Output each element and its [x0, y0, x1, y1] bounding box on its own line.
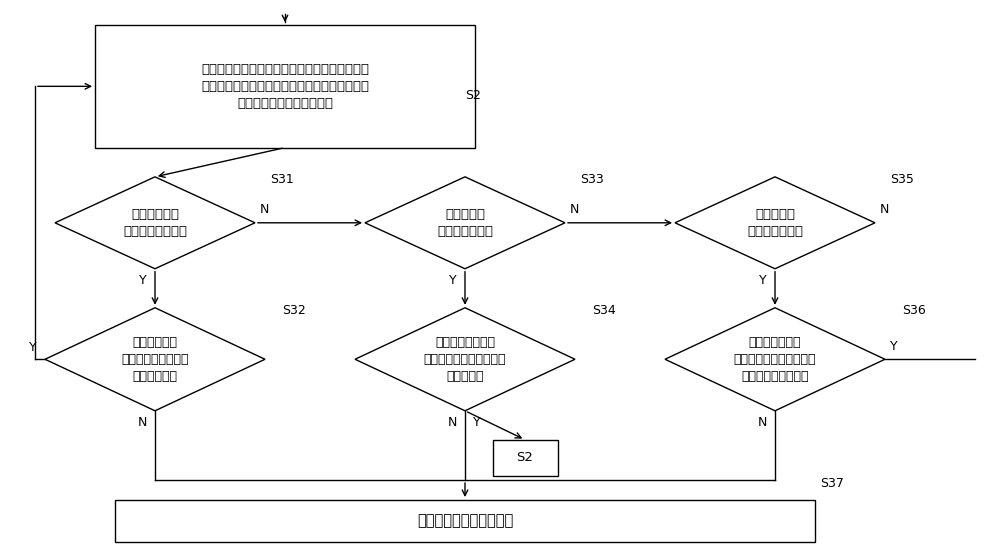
Text: 某一坐标点上
是否标注为深红色: 某一坐标点上 是否标注为深红色 — [123, 208, 187, 238]
Text: 该坐标点下游紧
邻的坐标点上是否标注为
深红色或红色或绿色: 该坐标点下游紧 邻的坐标点上是否标注为 深红色或红色或绿色 — [734, 336, 816, 383]
Text: 该坐标点上
是否标注为红色: 该坐标点上 是否标注为红色 — [437, 208, 493, 238]
Text: Y: Y — [759, 275, 767, 287]
Text: N: N — [758, 417, 767, 429]
Polygon shape — [665, 307, 885, 411]
Text: 该坐标点下游紧邻
的坐标点上是否标注为深
红色或红色: 该坐标点下游紧邻 的坐标点上是否标注为深 红色或红色 — [424, 336, 506, 383]
Text: S37: S37 — [820, 477, 844, 490]
Text: 该坐标点下游
紧邻的坐标点上是否
标注为深红色: 该坐标点下游 紧邻的坐标点上是否 标注为深红色 — [121, 336, 189, 383]
Text: S36: S36 — [902, 304, 926, 316]
Text: S2: S2 — [517, 451, 533, 465]
Text: 该坐标点上
是否标注为黄色: 该坐标点上 是否标注为黄色 — [747, 208, 803, 238]
Text: S33: S33 — [580, 173, 604, 185]
Text: N: N — [448, 417, 457, 429]
Polygon shape — [355, 307, 575, 411]
Text: 确定该坐标点为拥堵源头: 确定该坐标点为拥堵源头 — [417, 514, 513, 528]
Text: S31: S31 — [270, 173, 294, 185]
Text: S2: S2 — [465, 89, 481, 102]
Bar — [115, 500, 815, 541]
Polygon shape — [45, 307, 265, 411]
Polygon shape — [365, 177, 565, 268]
Polygon shape — [55, 177, 255, 268]
Text: Y: Y — [890, 340, 898, 353]
Text: S34: S34 — [592, 304, 616, 316]
Polygon shape — [675, 177, 875, 268]
Text: N: N — [880, 203, 889, 216]
Bar — [493, 440, 558, 476]
Text: S32: S32 — [282, 304, 306, 316]
Text: Y: Y — [473, 417, 481, 429]
Text: S35: S35 — [890, 173, 914, 185]
Bar — [95, 25, 475, 148]
Text: 通过互联网实时读取路况云数据，按照地理位置
坐标一致的原则将读取的实时路况数据标注到电
子地图上所对应的坐标点上: 通过互联网实时读取路况云数据，按照地理位置 坐标一致的原则将读取的实时路况数据标… — [201, 63, 369, 110]
Text: N: N — [138, 417, 147, 429]
Text: Y: Y — [449, 275, 457, 287]
Text: Y: Y — [139, 275, 147, 287]
Text: Y: Y — [29, 341, 37, 354]
Text: N: N — [570, 203, 579, 216]
Text: N: N — [260, 203, 269, 216]
